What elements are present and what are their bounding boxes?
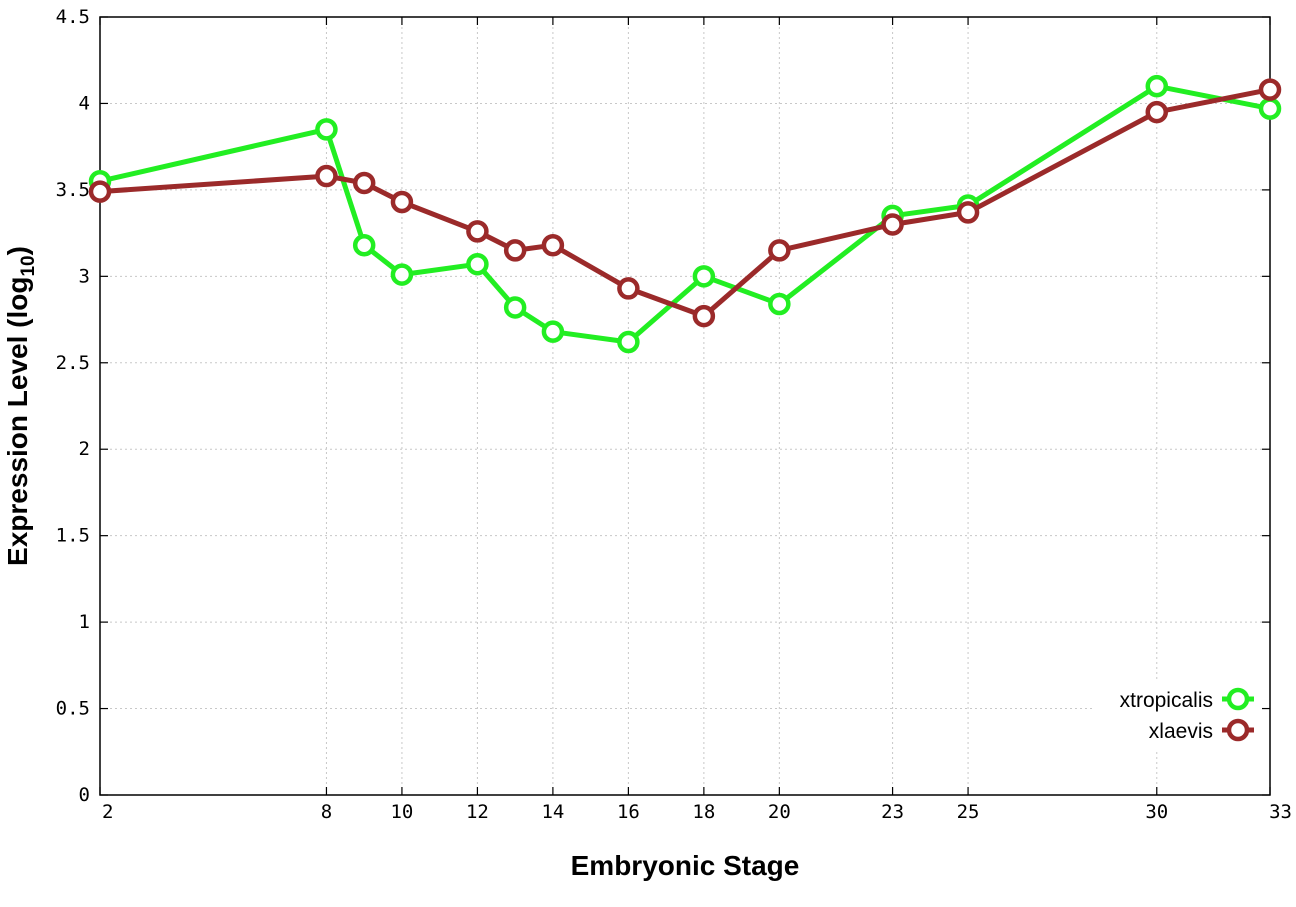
- x-tick-label: 16: [617, 801, 640, 823]
- y-tick-label: 3: [79, 265, 90, 287]
- data-point-xtropicalis: [352, 233, 376, 257]
- data-point-xtropicalis: [768, 292, 791, 316]
- legend-key-xlaevis: [1222, 718, 1254, 742]
- data-point-xlaevis: [541, 233, 565, 257]
- y-axis-title: Expression Level (log10): [2, 246, 39, 566]
- x-axis-tick-labels: 2 8 10 12 14 16 18 20 23 25 30 33: [102, 801, 1292, 823]
- legend-label-xtropicalis: xtropicalis: [1120, 689, 1213, 712]
- x-tick-label: 23: [881, 801, 904, 823]
- x-tick-label: 20: [768, 801, 791, 823]
- y-axis-tick-labels: 0 0.5 1 1.5 2 2.5 3 3.5 4 4.5: [56, 6, 90, 806]
- grid-lines: [100, 17, 1270, 795]
- data-point-xtropicalis: [390, 263, 414, 286]
- plot-frame: [99, 16, 1271, 796]
- x-tick-label: 18: [692, 801, 715, 823]
- data-point-xlaevis: [1145, 100, 1169, 124]
- data-point-xlaevis: [768, 239, 791, 262]
- y-axis-title-close: ): [2, 246, 33, 255]
- x-tick-label: 8: [321, 801, 332, 823]
- x-tick-label: 14: [541, 801, 564, 823]
- y-tick-label: 2.5: [56, 352, 90, 374]
- y-tick-label: 1: [79, 611, 90, 633]
- series-layer: [88, 74, 1282, 354]
- y-axis-title-subscript: 10: [18, 255, 39, 276]
- legend: xtropicalis xlaevis: [1120, 687, 1254, 743]
- y-tick-label: 0.5: [56, 698, 90, 720]
- data-point-xlaevis: [881, 213, 904, 236]
- data-point-xtropicalis: [503, 296, 527, 319]
- y-tick-label: 0: [79, 784, 90, 806]
- data-point-xlaevis: [315, 164, 338, 188]
- y-tick-label: 4: [79, 92, 90, 114]
- data-point-xtropicalis: [692, 265, 716, 288]
- data-point-xlaevis: [617, 277, 640, 300]
- data-point-xtropicalis: [541, 320, 565, 343]
- series-line-xtropicalis: [99, 83, 1271, 345]
- data-point-xtropicalis: [1258, 97, 1282, 120]
- data-point-xtropicalis: [617, 330, 640, 354]
- y-tick-label: 3.5: [56, 179, 90, 201]
- x-tick-label: 10: [390, 801, 413, 823]
- legend-marker-xtropicalis: [1226, 687, 1250, 711]
- legend-marker-xlaevis: [1226, 718, 1250, 742]
- x-axis-title: Embryonic Stage: [571, 850, 800, 881]
- data-point-xlaevis: [390, 190, 414, 214]
- data-point-xtropicalis: [1145, 74, 1169, 98]
- data-point-xlaevis: [956, 201, 980, 224]
- legend-key-xtropicalis: [1222, 687, 1254, 711]
- x-tick-label: 12: [466, 801, 489, 823]
- legend-label-xlaevis: xlaevis: [1149, 720, 1213, 743]
- data-point-xlaevis: [466, 220, 489, 243]
- y-axis-title-main: Expression Level (log: [2, 277, 33, 566]
- series-xlaevis: [88, 78, 1282, 328]
- y-tick-label: 2: [79, 438, 90, 460]
- y-tick-label: 4.5: [56, 6, 90, 28]
- data-point-xlaevis: [692, 304, 716, 328]
- data-point-xlaevis: [88, 180, 112, 203]
- data-point-xtropicalis: [466, 252, 489, 276]
- y-tick-label: 1.5: [56, 525, 90, 547]
- data-point-xlaevis: [352, 171, 376, 195]
- data-point-xtropicalis: [315, 118, 338, 141]
- data-point-xlaevis: [1258, 78, 1282, 101]
- x-tick-label: 25: [957, 801, 980, 823]
- axis-ticks: [99, 16, 1271, 796]
- x-tick-label: 30: [1145, 801, 1168, 823]
- x-tick-label: 33: [1269, 801, 1292, 823]
- data-point-xlaevis: [503, 239, 527, 262]
- x-tick-label: 2: [102, 801, 113, 823]
